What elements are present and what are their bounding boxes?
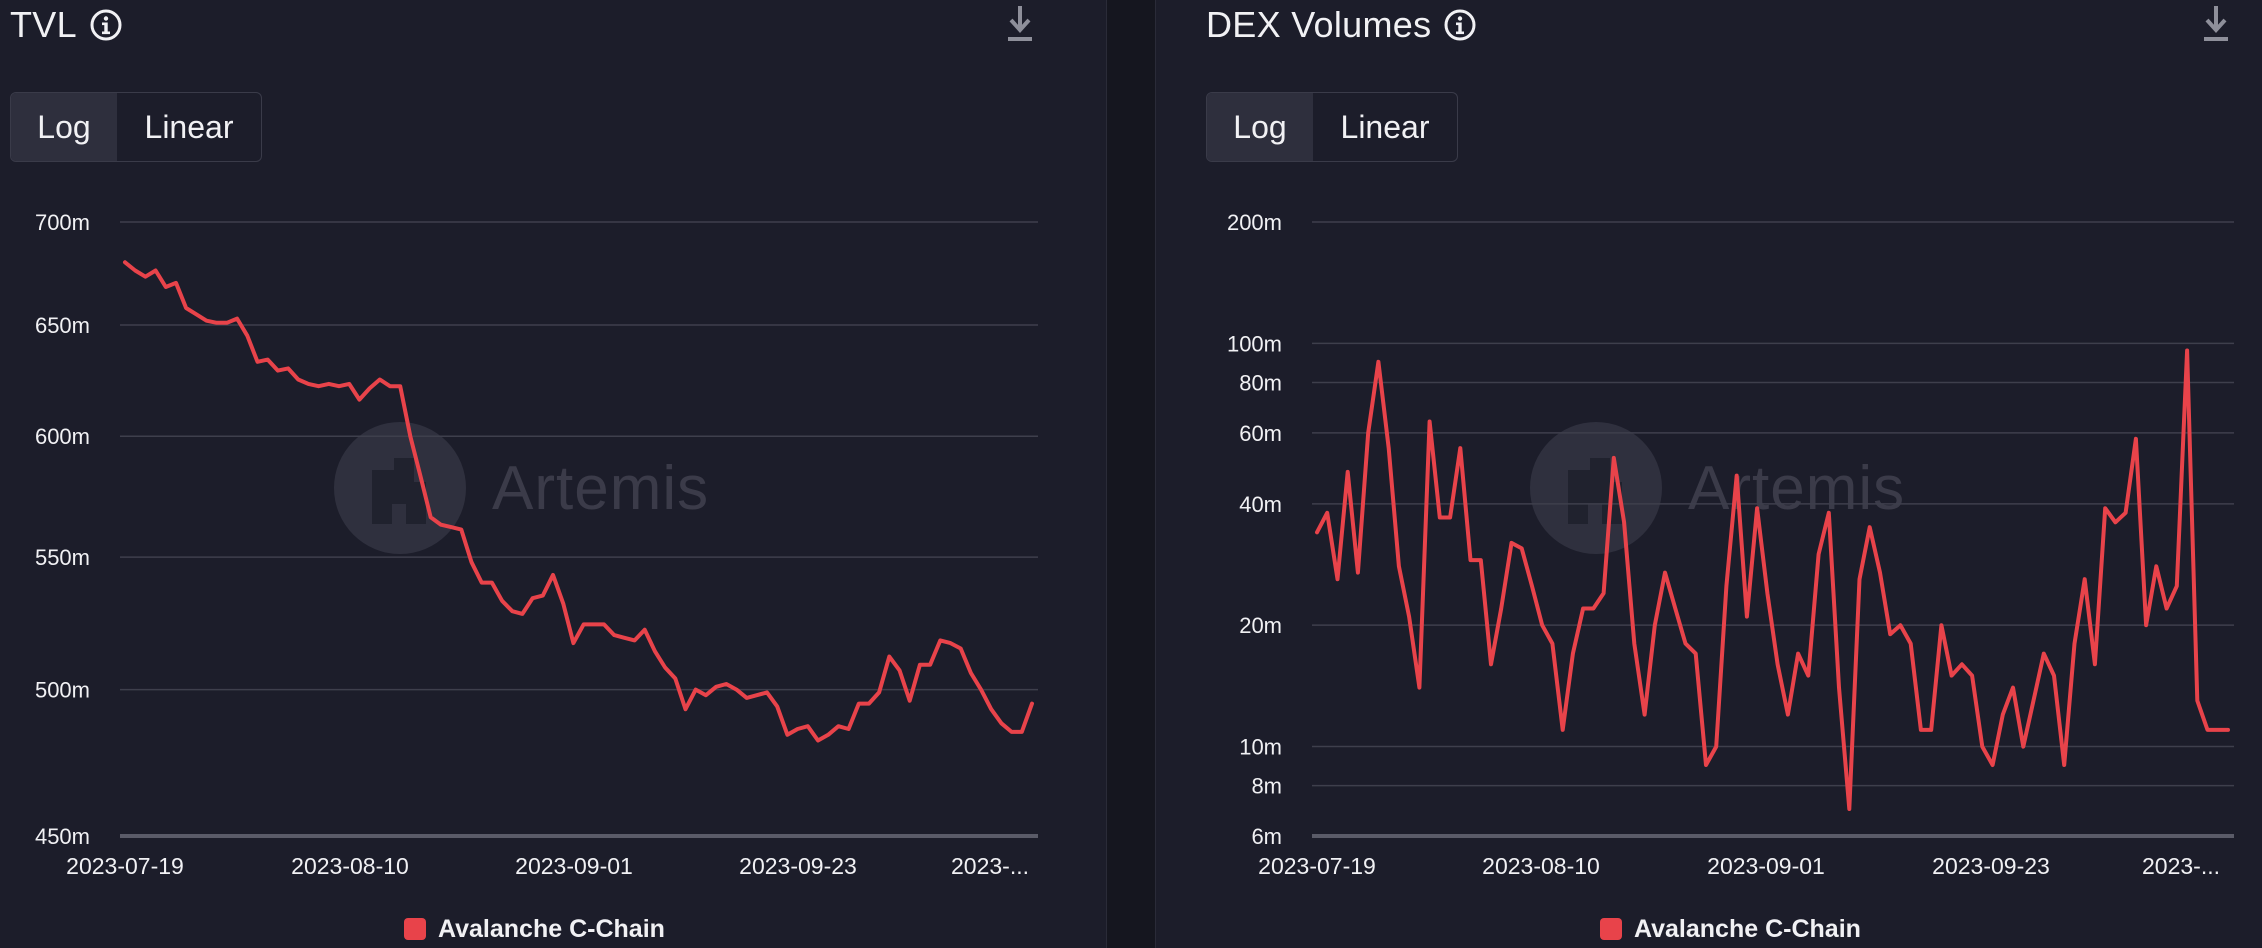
y-tick-label: 650m <box>35 313 90 338</box>
download-icon[interactable] <box>2201 4 2231 46</box>
x-tick-label: 2023-... <box>2142 853 2220 879</box>
download-icon[interactable] <box>1005 4 1035 46</box>
dex-volumes-title: DEX Volumes <box>1206 4 1432 45</box>
tvl-legend[interactable]: Avalanche C-Chain <box>404 912 665 946</box>
y-tick-label: 80m <box>1239 370 1282 395</box>
y-tick-label: 600m <box>35 424 90 449</box>
linear-button[interactable]: Linear <box>144 108 234 145</box>
y-tick-label: 40m <box>1239 492 1282 517</box>
x-tick-label: 2023-08-10 <box>291 853 409 879</box>
dex-legend[interactable]: Avalanche C-Chain <box>1600 912 1861 946</box>
info-icon[interactable] <box>89 8 123 42</box>
linear-button[interactable]: Linear <box>1340 108 1430 145</box>
info-icon[interactable] <box>1443 8 1477 42</box>
y-tick-label: 200m <box>1227 210 1282 235</box>
log-button[interactable]: Log <box>1207 93 1313 161</box>
dex-volumes-panel: DEX Volumes Log Linear Arte <box>1156 0 2262 948</box>
y-tick-label: 700m <box>35 210 90 235</box>
y-tick-label: 550m <box>35 545 90 570</box>
log-button[interactable]: Log <box>11 93 117 161</box>
y-tick-label: 8m <box>1251 774 1282 799</box>
y-tick-label: 10m <box>1239 735 1282 760</box>
x-tick-label: 2023-... <box>951 853 1029 879</box>
legend-label: Avalanche C-Chain <box>438 914 665 943</box>
dex-title-row: DEX Volumes <box>1206 0 1477 50</box>
x-tick-label: 2023-09-01 <box>515 853 633 879</box>
panel-divider <box>1106 0 1156 948</box>
tvl-title: TVL <box>10 4 77 45</box>
tvl-panel: TVL Log Linear Artemis <box>0 0 1106 948</box>
tvl-chart: 700m 650m 600m 550m 500m 450m 2023-07-19 2023-0… <box>35 210 1038 879</box>
dex-volumes-chart: 200m 100m 80m 60m 40m 20m 10m 8m 6m 2023-07-19 202… <box>1227 210 2234 879</box>
x-tick-label: 2023-07-19 <box>1258 853 1376 879</box>
scale-toggle: Log Linear <box>10 92 262 162</box>
x-tick-label: 2023-07-19 <box>66 853 184 879</box>
x-tick-label: 2023-09-23 <box>739 853 857 879</box>
x-tick-label: 2023-09-01 <box>1707 853 1825 879</box>
scale-toggle: Log Linear <box>1206 92 1458 162</box>
series-line[interactable] <box>1315 348 2230 811</box>
legend-swatch <box>1600 918 1622 940</box>
legend-swatch <box>404 918 426 940</box>
legend-label: Avalanche C-Chain <box>1634 914 1861 943</box>
y-tick-label: 100m <box>1227 331 1282 356</box>
series-line[interactable] <box>123 260 1034 743</box>
tvl-title-row: TVL <box>10 0 123 50</box>
y-tick-label: 60m <box>1239 421 1282 446</box>
x-tick-label: 2023-08-10 <box>1482 853 1600 879</box>
y-tick-label: 450m <box>35 824 90 849</box>
y-tick-label: 500m <box>35 678 90 703</box>
y-tick-label: 20m <box>1239 613 1282 638</box>
x-tick-label: 2023-09-23 <box>1932 853 2050 879</box>
y-tick-label: 6m <box>1251 824 1282 849</box>
